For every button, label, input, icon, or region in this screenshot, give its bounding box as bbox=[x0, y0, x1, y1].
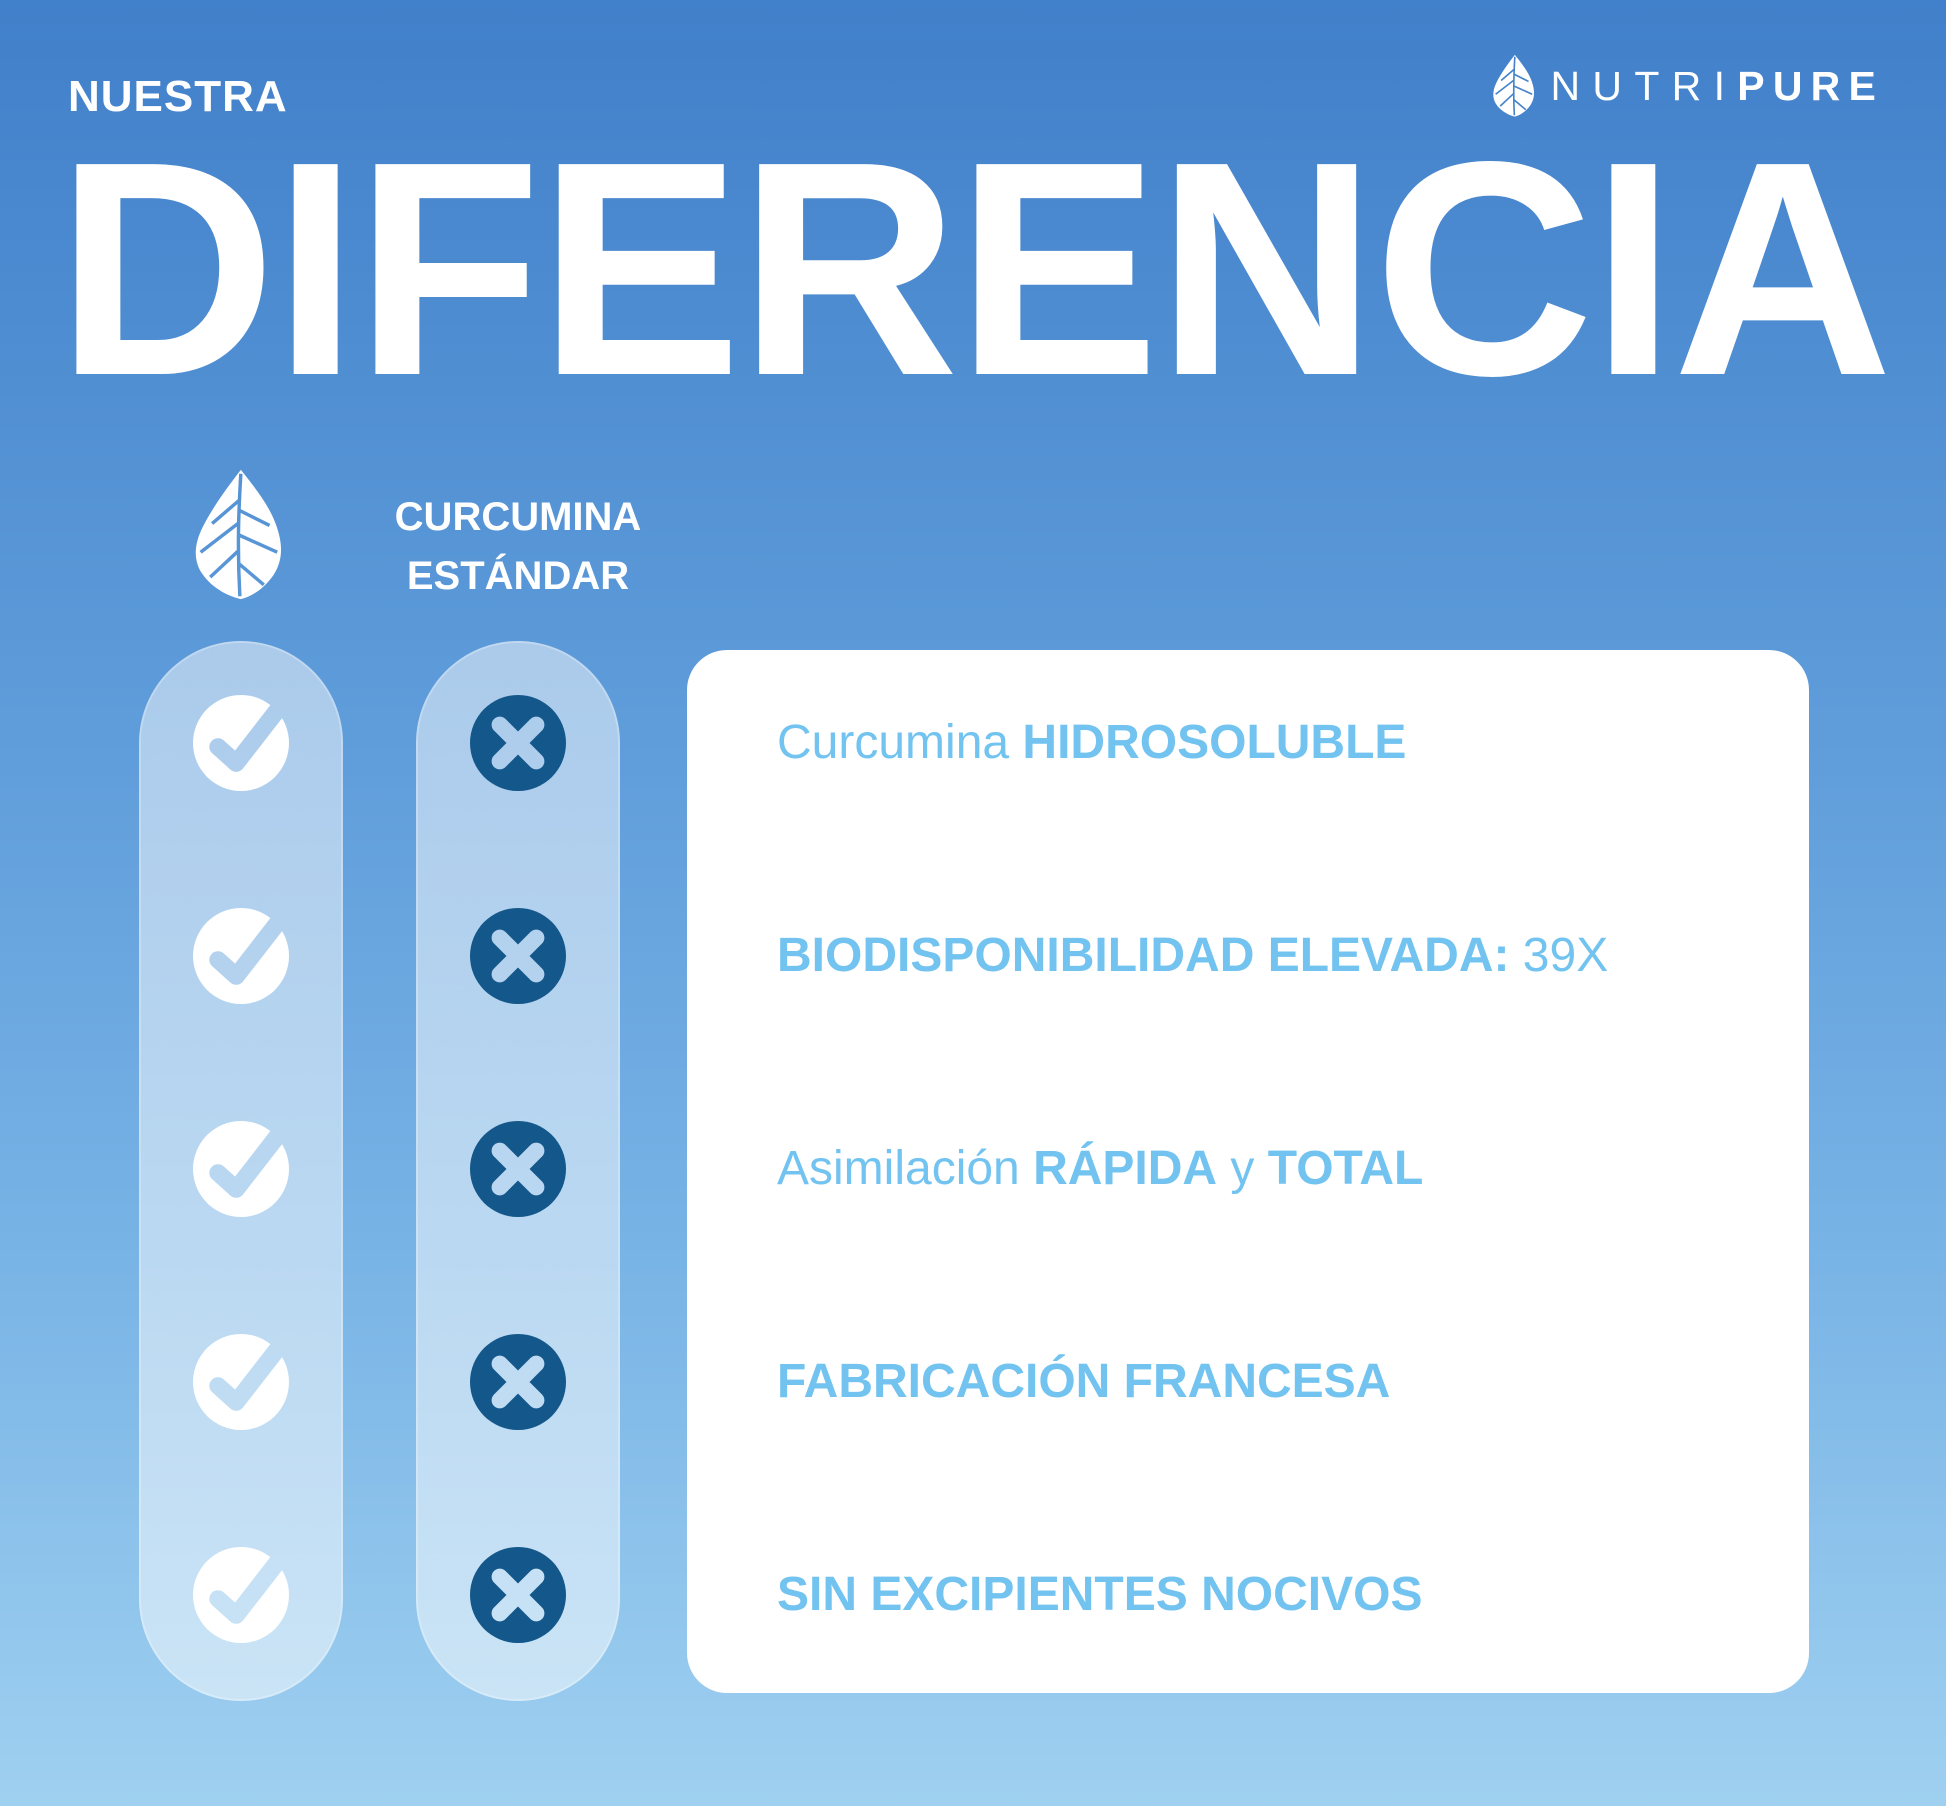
benefits-card: Curcumina HIDROSOLUBLE BIODISPONIBILIDAD… bbox=[687, 650, 1809, 1693]
cross-icon bbox=[470, 695, 566, 791]
nutripure-check-column bbox=[139, 641, 343, 1701]
benefit-row: FABRICACIÓN FRANCESA bbox=[777, 1355, 1391, 1408]
nutripure-column-header bbox=[189, 468, 285, 607]
check-icon bbox=[193, 1547, 289, 1643]
cross-icon bbox=[470, 1547, 566, 1643]
benefit-row: Curcumina HIDROSOLUBLE bbox=[777, 716, 1407, 769]
check-icon bbox=[193, 1334, 289, 1430]
nutripure-leaf-icon bbox=[1492, 54, 1534, 117]
nutripure-logo: NUTRIPURE bbox=[1490, 54, 1884, 118]
check-icon bbox=[193, 1121, 289, 1217]
cross-icon bbox=[470, 908, 566, 1004]
cross-icon bbox=[470, 1334, 566, 1430]
standard-label-line2: ESTÁNDAR bbox=[406, 553, 630, 598]
check-icon bbox=[193, 908, 289, 1004]
kicker-text: NUESTRA bbox=[68, 72, 288, 121]
benefit-row: SIN EXCIPIENTES NOCIVOS bbox=[777, 1568, 1423, 1621]
page-title: DIFERENCIA bbox=[56, 98, 1893, 439]
benefit-row: BIODISPONIBILIDAD ELEVADA: 39X bbox=[777, 929, 1609, 982]
standard-cross-column bbox=[416, 641, 620, 1701]
nutripure-leaf-icon bbox=[195, 469, 282, 600]
brand-nutri: NUTRI bbox=[1550, 62, 1738, 109]
check-icon bbox=[193, 695, 289, 791]
brand-wordmark: NUTRIPURE bbox=[1551, 63, 1884, 110]
standard-label-line1: CURCUMINA bbox=[394, 495, 642, 539]
brand-pure: PURE bbox=[1737, 62, 1884, 109]
cross-icon bbox=[470, 1121, 566, 1217]
standard-column-header: CURCUMINA ESTÁNDAR bbox=[358, 488, 678, 606]
benefit-row: Asimilación RÁPIDA y TOTAL bbox=[777, 1142, 1424, 1195]
